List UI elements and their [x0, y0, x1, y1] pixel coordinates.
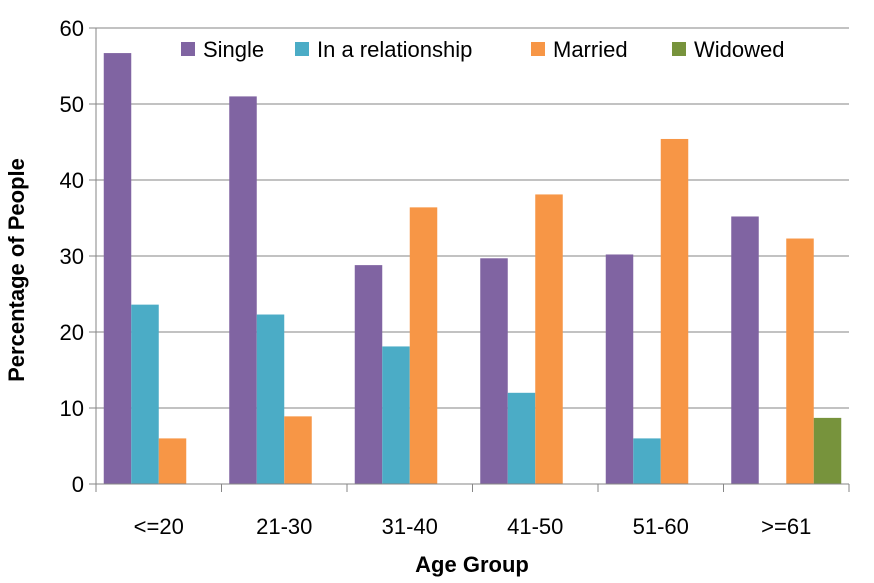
y-tick-label: 60	[60, 16, 84, 41]
bar-single-5	[731, 216, 759, 485]
x-tick-label: 21-30	[256, 514, 312, 539]
y-tick-label: 40	[60, 168, 84, 193]
bar-widowed-5	[813, 417, 842, 484]
bar-married-0	[158, 438, 187, 484]
x-tick-label: 41-50	[507, 514, 563, 539]
bar-in-a-relationship-4	[633, 438, 661, 484]
y-tick-label: 10	[60, 396, 84, 421]
bar-in-a-relationship-0	[131, 304, 159, 484]
x-axis-ticks: <=20 21-30 31-40 41-50 51-60 >=61	[95, 484, 850, 539]
bar-in-a-relationship-1	[256, 314, 285, 484]
legend-swatch	[672, 42, 686, 56]
bar-married-3	[535, 194, 563, 484]
legend-swatch	[295, 42, 309, 56]
legend-swatch	[531, 42, 545, 56]
legend-label: Widowed	[694, 37, 784, 62]
bar-married-1	[284, 416, 312, 484]
x-tick-label: <=20	[134, 514, 184, 539]
x-axis-title: Age Group	[415, 552, 529, 577]
y-tick-label: 50	[60, 92, 84, 117]
legend-label: Single	[203, 37, 264, 62]
legend: Single In a relationship Married Widowed	[181, 37, 784, 62]
bars	[103, 53, 842, 485]
bar-single-1	[229, 96, 257, 485]
bar-in-a-relationship-2	[382, 346, 410, 484]
x-tick-label: >=61	[761, 514, 811, 539]
legend-swatch	[181, 42, 195, 56]
bar-single-4	[605, 254, 634, 484]
y-axis-ticks: 0 10 20 30 40 50 60	[60, 16, 96, 497]
bar-married-4	[660, 138, 689, 484]
legend-label: In a relationship	[317, 37, 472, 62]
legend-label: Married	[553, 37, 628, 62]
gridlines	[96, 27, 849, 409]
bar-in-a-relationship-3	[507, 392, 536, 484]
bar-married-2	[409, 207, 438, 485]
bar-married-5	[786, 238, 814, 484]
bar-single-3	[480, 258, 508, 484]
bar-single-2	[354, 265, 383, 484]
x-tick-label: 51-60	[633, 514, 689, 539]
y-tick-label: 0	[72, 472, 84, 497]
bar-single-0	[103, 53, 132, 485]
y-axis-title: Percentage of People	[4, 158, 29, 382]
y-tick-label: 20	[60, 320, 84, 345]
x-tick-label: 31-40	[382, 514, 438, 539]
y-tick-label: 30	[60, 244, 84, 269]
